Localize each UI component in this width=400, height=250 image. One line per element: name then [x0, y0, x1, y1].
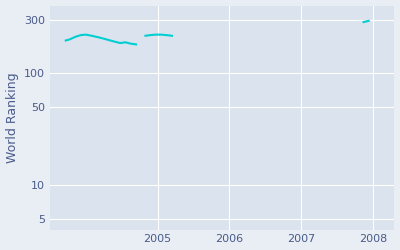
Y-axis label: World Ranking: World Ranking [6, 72, 18, 163]
